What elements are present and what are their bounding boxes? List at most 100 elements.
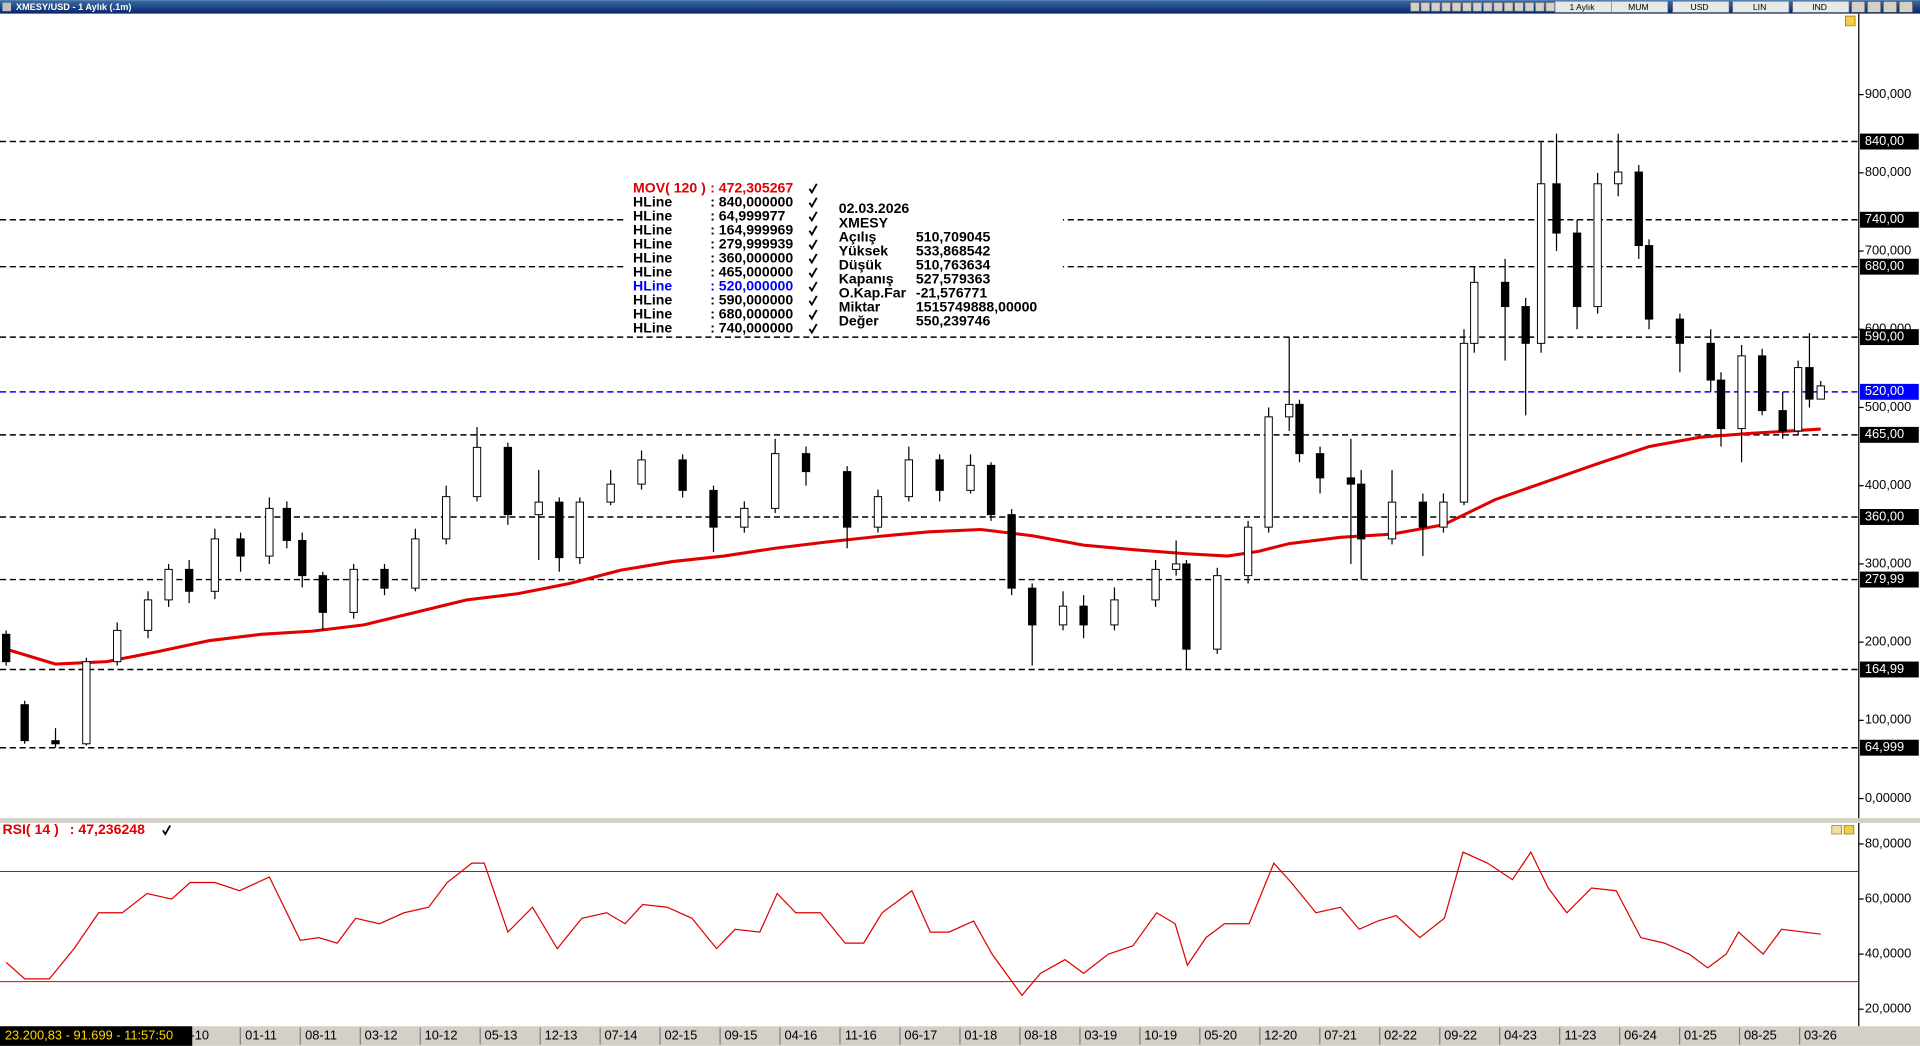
info-label: Değer — [839, 313, 879, 329]
candle-body — [606, 483, 615, 503]
legend-check[interactable] — [808, 211, 818, 223]
candle-body — [20, 704, 29, 742]
candle-body — [210, 538, 220, 592]
x-tick-label: 01-25 — [1684, 1027, 1717, 1042]
x-tick-label: 01-18 — [964, 1027, 997, 1042]
legend-value: : 472,305267 — [710, 179, 793, 195]
toolbar-button[interactable] — [1410, 2, 1420, 12]
toolbar-button[interactable] — [1431, 2, 1441, 12]
y-tick-label: 60,0000 — [1865, 890, 1911, 905]
legend-check[interactable] — [808, 323, 818, 335]
window-button[interactable] — [1851, 1, 1866, 13]
hline-label: 520,00 — [1865, 383, 1904, 398]
hline-label: 680,00 — [1865, 258, 1904, 273]
legend-check[interactable] — [808, 267, 818, 279]
candle-body — [1805, 367, 1814, 400]
candle-body — [1213, 575, 1222, 650]
candle-body — [740, 507, 749, 528]
legend-check[interactable] — [808, 197, 818, 209]
candle-body — [1644, 245, 1654, 320]
toolbar-label[interactable]: LIN — [1753, 2, 1766, 12]
candle-body — [472, 446, 482, 498]
panel-icon[interactable] — [1845, 15, 1856, 27]
candle-body — [1552, 183, 1561, 234]
legend-check[interactable] — [808, 225, 818, 237]
window-title: XMESY/USD - 1 Aylık (.1m) — [16, 2, 132, 12]
toolbar-field[interactable] — [1672, 1, 1730, 13]
candle-body — [298, 539, 307, 577]
x-tick-label: 10-12 — [425, 1027, 458, 1042]
toolbar-button[interactable] — [1462, 2, 1472, 12]
x-tick-label: 11-23 — [1565, 1027, 1597, 1042]
window-button[interactable] — [1882, 1, 1898, 13]
moving-average-line — [5, 427, 1821, 666]
toolbar-button[interactable] — [1493, 2, 1503, 12]
hline-label: 465,00 — [1865, 426, 1904, 441]
x-tick-label: 03-19 — [1084, 1027, 1117, 1042]
legend-background — [626, 178, 1063, 332]
toolbar-button[interactable] — [1441, 2, 1451, 12]
toolbar-label[interactable]: IND — [1812, 2, 1827, 12]
toolbar-button[interactable] — [1545, 2, 1555, 12]
toolbar-button[interactable] — [1503, 2, 1514, 12]
hline-label: 279,99 — [1865, 571, 1904, 586]
toolbar-label[interactable]: USD — [1691, 2, 1709, 12]
candle-body — [966, 464, 975, 491]
x-tick-label: 08-11 — [305, 1027, 337, 1042]
candle-body — [904, 459, 913, 498]
candle-body — [503, 446, 513, 516]
candle-body — [1572, 232, 1582, 308]
legend-name: HLine — [633, 193, 672, 209]
toolbar-label[interactable]: MUM — [1628, 2, 1648, 12]
panel-splitter[interactable] — [0, 818, 1920, 823]
toolbar-button[interactable] — [1535, 2, 1545, 12]
candle-body — [986, 464, 996, 516]
panel-icon[interactable] — [1831, 825, 1842, 835]
legend-check[interactable] — [808, 253, 818, 265]
toolbar-button[interactable] — [1524, 2, 1534, 12]
toolbar: 1 Aylık MUM USD LIN IND — [1410, 1, 1913, 13]
candle-body — [1346, 477, 1356, 485]
toolbar-button[interactable] — [1514, 2, 1524, 12]
legend-check[interactable] — [808, 239, 818, 251]
legend-check[interactable] — [808, 183, 818, 195]
x-tick-label: 02-15 — [664, 1027, 697, 1042]
toolbar-label[interactable]: 1 Aylık — [1570, 2, 1596, 12]
info-label: O.Kap.Far — [839, 284, 907, 300]
x-tick-label: 04-23 — [1504, 1027, 1537, 1042]
info-value: 527,579363 — [916, 270, 991, 286]
x-tick-label: 08-18 — [1024, 1027, 1057, 1042]
candle-body — [709, 489, 718, 528]
panel-icon[interactable] — [1843, 825, 1855, 835]
candle-body — [1295, 403, 1304, 455]
legend-check[interactable] — [808, 309, 818, 321]
candle-body — [1793, 367, 1803, 432]
hline-label-box — [1860, 329, 1919, 346]
toolbar-button[interactable] — [1472, 2, 1482, 12]
candle-body — [1634, 171, 1643, 247]
candle-body — [1243, 526, 1253, 577]
candle-body — [1171, 563, 1181, 570]
window-button[interactable] — [1867, 1, 1882, 13]
window-button[interactable] — [1898, 1, 1913, 13]
legend-name: HLine — [633, 264, 672, 280]
toolbar-button[interactable] — [1483, 2, 1493, 12]
legend-name: HLine — [633, 221, 672, 237]
toolbar-field[interactable] — [1732, 1, 1790, 13]
x-tick-label: 12-13 — [545, 1027, 578, 1042]
legend-check[interactable] — [162, 824, 172, 836]
x-tick-label: 08-25 — [1744, 1027, 1777, 1042]
legend-check[interactable] — [808, 281, 818, 293]
toolbar-field[interactable] — [1611, 1, 1669, 13]
x-tick-label: 07-21 — [1324, 1027, 1357, 1042]
candle-body — [1357, 483, 1366, 540]
candle-body — [1110, 599, 1119, 626]
legend-check[interactable] — [808, 295, 818, 307]
window-icon[interactable] — [2, 2, 12, 12]
candle-body — [318, 575, 327, 613]
candle-body — [1315, 453, 1325, 479]
toolbar-button[interactable] — [1420, 2, 1430, 12]
toolbar-field[interactable] — [1792, 1, 1850, 13]
toolbar-button[interactable] — [1451, 2, 1462, 12]
